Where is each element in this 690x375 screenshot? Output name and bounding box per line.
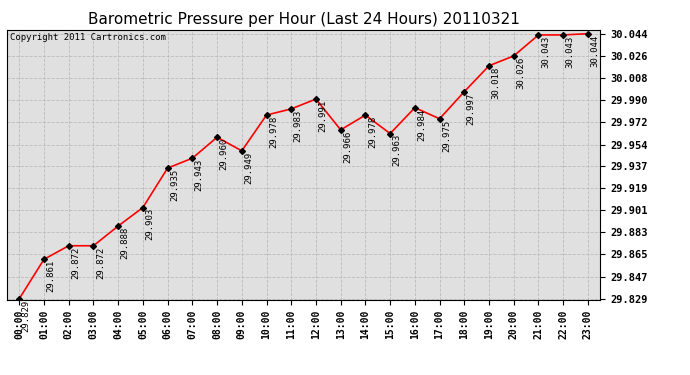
Text: Copyright 2011 Cartronics.com: Copyright 2011 Cartronics.com	[10, 33, 166, 42]
Text: 29.943: 29.943	[195, 159, 204, 191]
Text: 29.997: 29.997	[466, 92, 476, 124]
Title: Barometric Pressure per Hour (Last 24 Hours) 20110321: Barometric Pressure per Hour (Last 24 Ho…	[88, 12, 520, 27]
Text: 29.935: 29.935	[170, 169, 179, 201]
Text: 29.888: 29.888	[121, 226, 130, 259]
Text: 29.829: 29.829	[22, 299, 31, 332]
Text: 30.044: 30.044	[591, 34, 600, 67]
Text: 30.026: 30.026	[516, 57, 525, 89]
Text: 29.963: 29.963	[393, 134, 402, 166]
Text: 30.043: 30.043	[566, 36, 575, 68]
Text: 29.975: 29.975	[442, 119, 451, 152]
Text: 29.978: 29.978	[269, 116, 278, 148]
Text: 29.903: 29.903	[146, 208, 155, 240]
Text: 29.991: 29.991	[318, 100, 328, 132]
Text: 29.966: 29.966	[343, 130, 352, 163]
Text: 30.018: 30.018	[491, 66, 500, 99]
Text: 29.872: 29.872	[96, 246, 105, 279]
Text: 29.949: 29.949	[244, 152, 253, 184]
Text: 29.984: 29.984	[417, 108, 426, 141]
Text: 30.043: 30.043	[541, 36, 550, 68]
Text: 29.983: 29.983	[294, 110, 303, 142]
Text: 29.872: 29.872	[71, 246, 80, 279]
Text: 29.960: 29.960	[219, 138, 228, 170]
Text: 29.978: 29.978	[368, 116, 377, 148]
Text: 29.861: 29.861	[46, 260, 55, 292]
